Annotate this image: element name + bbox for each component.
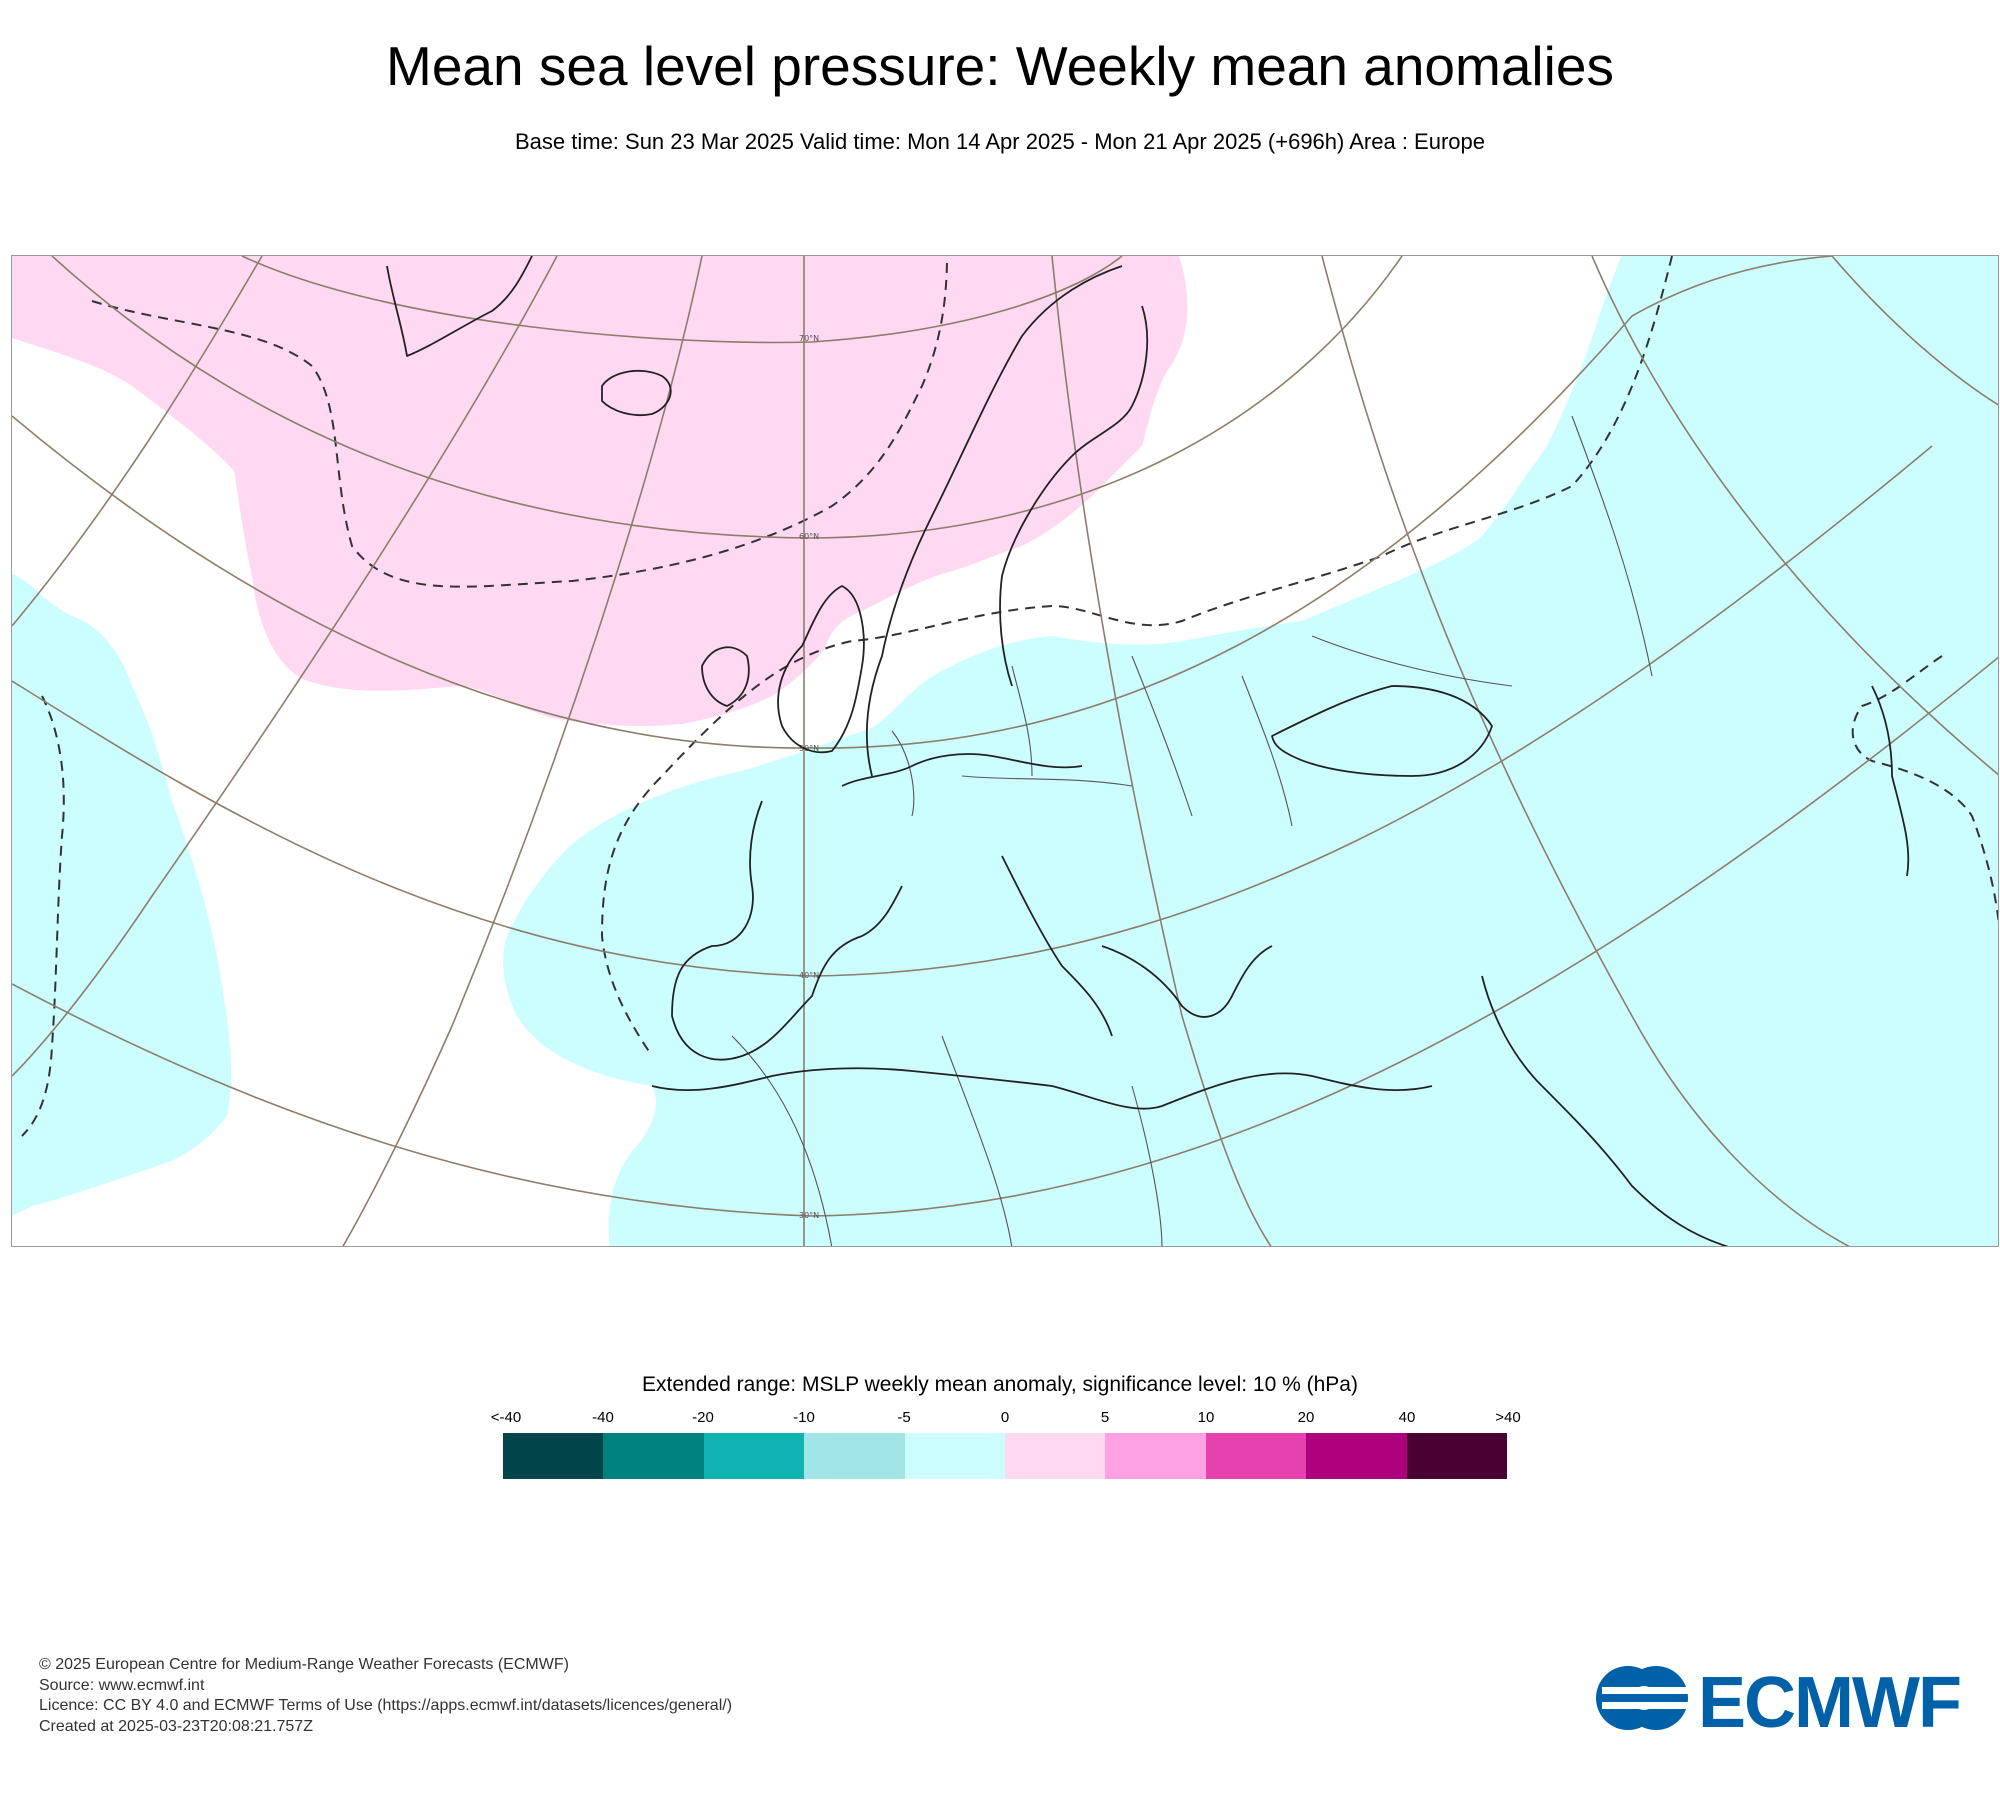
page-subtitle: Base time: Sun 23 Mar 2025 Valid time: M… — [0, 128, 2000, 156]
lat-label-40n: 40°N — [799, 971, 819, 980]
lat-label-60n: 60°N — [799, 532, 819, 541]
legend-swatch — [905, 1433, 1005, 1479]
lat-label-30n: 30°N — [799, 1211, 819, 1220]
map-panel[interactable]: 70°N 60°N 50°N 40°N 30°N — [11, 255, 1999, 1247]
legend-swatch — [1005, 1433, 1105, 1479]
legend-color-bar — [503, 1433, 1507, 1479]
legend-swatch — [1105, 1433, 1205, 1479]
page-title: Mean sea level pressure: Weekly mean ano… — [0, 34, 2000, 98]
legend-tick: 5 — [1075, 1409, 1135, 1427]
legend-tick: <-40 — [476, 1409, 536, 1427]
legend-tick: 0 — [975, 1409, 1035, 1427]
copyright-line: © 2025 European Centre for Medium-Range … — [39, 1655, 732, 1676]
ecmwf-wordmark: ECMWF — [1698, 1663, 1960, 1736]
legend-tick: -10 — [774, 1409, 834, 1427]
source-line: Source: www.ecmwf.int — [39, 1676, 732, 1697]
legend-tick: 20 — [1276, 1409, 1336, 1427]
ecmwf-logo[interactable]: ECMWF — [1594, 1660, 1974, 1736]
legend-swatch — [804, 1433, 904, 1479]
legend-tick: -20 — [673, 1409, 733, 1427]
legend-swatch — [1407, 1433, 1507, 1479]
lat-label-70n: 70°N — [799, 334, 819, 343]
legend-tick: >40 — [1478, 1409, 1538, 1427]
ecmwf-symbol-bar — [1620, 1694, 1675, 1702]
europe-map[interactable]: 70°N 60°N 50°N 40°N 30°N — [12, 256, 1999, 1247]
legend-swatch — [1306, 1433, 1406, 1479]
licence-line: Licence: CC BY 4.0 and ECMWF Terms of Us… — [39, 1696, 732, 1717]
legend-tick-labels: <-40 -40 -20 -10 -5 0 5 10 20 40 >40 — [0, 1409, 2000, 1429]
legend-swatch — [1206, 1433, 1306, 1479]
created-line: Created at 2025-03-23T20:08:21.757Z — [39, 1717, 732, 1738]
legend-swatch — [603, 1433, 703, 1479]
legend-tick: -40 — [573, 1409, 633, 1427]
legend-tick: -5 — [874, 1409, 934, 1427]
legend-swatch — [503, 1433, 603, 1479]
footer-credits: © 2025 European Centre for Medium-Range … — [39, 1655, 732, 1737]
legend-swatch — [704, 1433, 804, 1479]
legend-title: Extended range: MSLP weekly mean anomaly… — [0, 1372, 2000, 1398]
legend-tick: 40 — [1377, 1409, 1437, 1427]
legend-tick: 10 — [1176, 1409, 1236, 1427]
